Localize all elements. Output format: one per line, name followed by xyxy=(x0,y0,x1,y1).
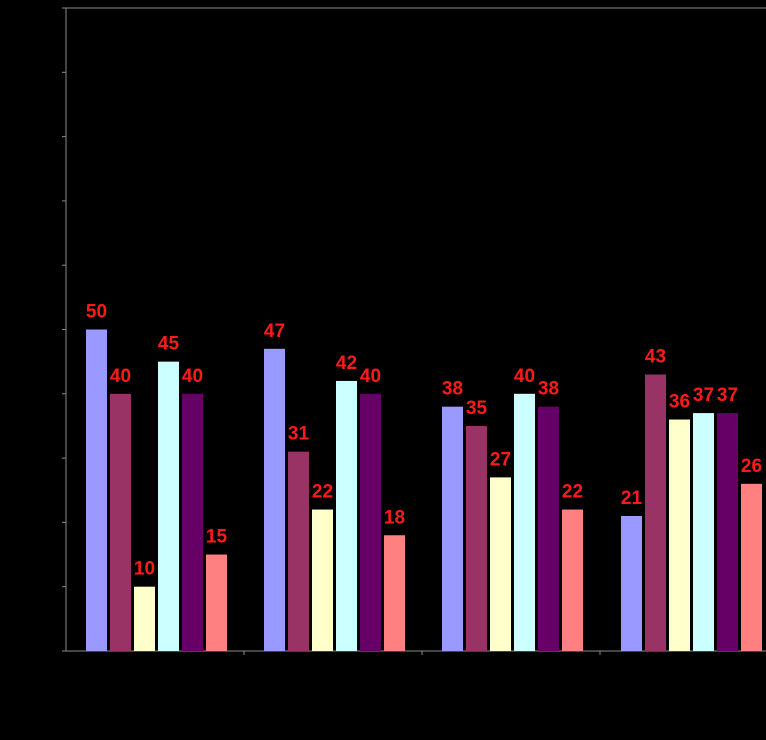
data-label: 40 xyxy=(360,366,381,387)
data-label: 31 xyxy=(288,424,310,445)
data-label: 15 xyxy=(206,527,228,548)
data-label: 38 xyxy=(538,379,559,400)
bar xyxy=(562,509,583,651)
bar xyxy=(538,406,559,651)
bar xyxy=(514,393,535,651)
bar xyxy=(717,413,738,651)
bar xyxy=(264,348,285,651)
bar xyxy=(312,509,333,651)
data-label: 36 xyxy=(669,392,690,413)
data-label: 18 xyxy=(384,507,405,528)
bar xyxy=(621,515,642,651)
data-label: 35 xyxy=(466,398,488,419)
bar xyxy=(158,361,179,651)
bar xyxy=(741,483,762,651)
data-label: 47 xyxy=(264,321,285,342)
bar xyxy=(86,329,107,651)
bar xyxy=(206,554,227,651)
data-label: 50 xyxy=(86,302,107,323)
bar xyxy=(182,393,203,651)
bar xyxy=(384,535,405,651)
data-label: 27 xyxy=(490,449,511,470)
bar xyxy=(645,374,666,651)
y-ticks xyxy=(62,7,66,652)
data-label: 43 xyxy=(645,347,666,368)
data-label: 37 xyxy=(717,385,738,406)
data-label: 45 xyxy=(158,334,180,355)
data-label: 40 xyxy=(182,366,203,387)
data-label: 21 xyxy=(621,488,643,509)
bar xyxy=(669,419,690,651)
bars-group xyxy=(86,329,762,651)
bar xyxy=(336,380,357,651)
data-label: 22 xyxy=(562,482,583,503)
data-label: 22 xyxy=(312,482,333,503)
data-label: 40 xyxy=(514,366,535,387)
data-label: 40 xyxy=(110,366,131,387)
bar xyxy=(490,477,511,651)
data-label: 42 xyxy=(336,353,357,374)
data-label: 37 xyxy=(693,385,714,406)
data-label: 26 xyxy=(741,456,762,477)
bar xyxy=(288,451,309,651)
bar xyxy=(134,586,155,651)
data-label: 10 xyxy=(134,559,155,580)
bar xyxy=(466,425,487,651)
bar xyxy=(360,393,381,651)
data-label: 38 xyxy=(442,379,463,400)
bar xyxy=(110,393,131,651)
bar xyxy=(442,406,463,651)
bar xyxy=(693,413,714,651)
